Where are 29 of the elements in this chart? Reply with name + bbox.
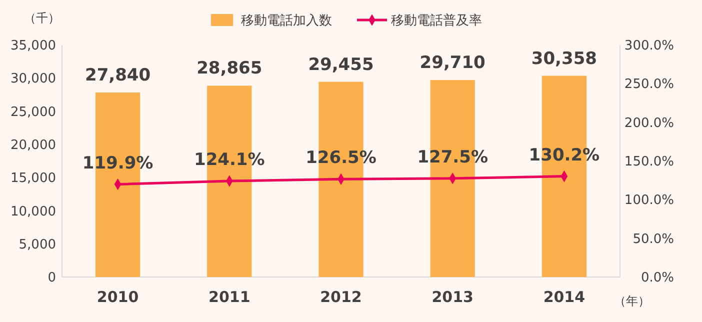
y-tick-label: 30,000 xyxy=(10,72,56,87)
x-tick-label: 2014 xyxy=(543,288,586,306)
y2-tick-label: 50.0% xyxy=(632,232,674,247)
legend-label: 移動電話加入数 xyxy=(241,14,332,29)
y-tick-label: 10,000 xyxy=(10,204,56,220)
x-tick-label: 2010 xyxy=(96,288,139,306)
y-axis-title: （千） xyxy=(24,11,60,25)
y-tick-label: 5,000 xyxy=(18,237,56,252)
y-tick-label: 15,000 xyxy=(10,171,56,186)
y-tick-label: 0 xyxy=(48,270,56,286)
legend-label: 移動電話普及率 xyxy=(391,12,482,29)
y2-tick-label: 100.0% xyxy=(624,193,674,208)
x-tick-label: 2013 xyxy=(432,288,474,306)
x-axis-title: （年） xyxy=(614,294,650,308)
data-label: 27,840 xyxy=(84,65,151,86)
y-tick-label: 20,000 xyxy=(10,138,56,153)
y-tick-label: 25,000 xyxy=(10,104,56,120)
y2-tick-label: 300.0% xyxy=(624,38,674,54)
x-tick-label: 2012 xyxy=(320,288,362,306)
x-tick-label: 2011 xyxy=(208,288,250,306)
y2-tick-label: 200.0% xyxy=(624,116,674,131)
y-tick-label: 35,000 xyxy=(10,38,56,54)
data-label: 29,455 xyxy=(308,54,374,75)
y2-tick-label: 0.0% xyxy=(640,270,674,286)
data-label: 30,358 xyxy=(531,48,598,69)
data-label: 29,710 xyxy=(420,53,486,74)
data-label: 28,865 xyxy=(196,58,262,79)
y2-tick-label: 150.0% xyxy=(624,154,674,170)
y2-tick-label: 250.0% xyxy=(624,77,674,92)
